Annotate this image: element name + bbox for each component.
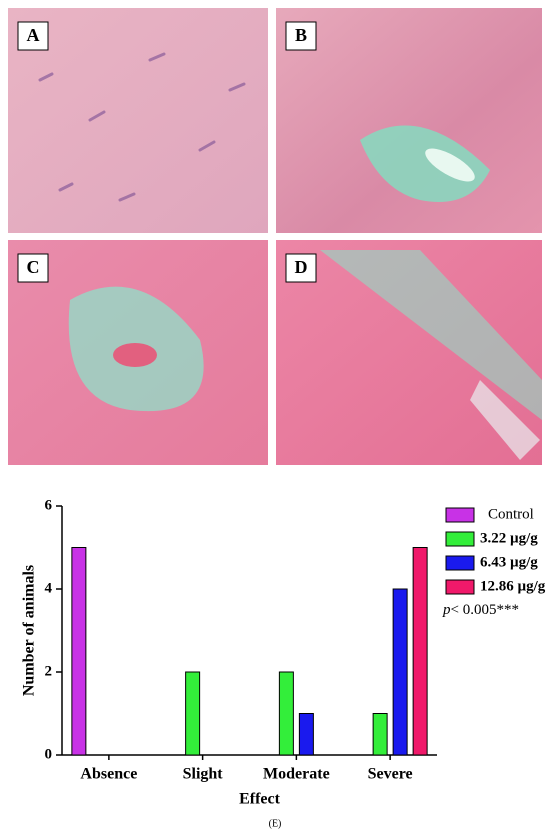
y-tick-label: 4 bbox=[45, 580, 53, 596]
panel-label-box bbox=[285, 21, 317, 51]
y-axis-title: Number of animals bbox=[21, 565, 38, 696]
annotation-value: < 0.005*** bbox=[451, 602, 519, 618]
x-tick-label: Moderate bbox=[263, 766, 330, 783]
bar bbox=[392, 588, 408, 756]
x-tick-label: Severe bbox=[368, 766, 413, 783]
panel-label: B bbox=[295, 25, 307, 45]
caption: (E) bbox=[269, 818, 282, 829]
panel-a bbox=[8, 8, 268, 233]
panel-b bbox=[276, 8, 542, 233]
panel-d bbox=[276, 240, 542, 465]
bar bbox=[298, 713, 314, 756]
panel-c bbox=[8, 240, 268, 465]
x-tick-label: Slight bbox=[183, 766, 224, 783]
y-tick-label: 6 bbox=[45, 497, 53, 513]
legend-swatch bbox=[445, 579, 475, 595]
panel-label: A bbox=[27, 25, 40, 45]
panel-label: C bbox=[27, 257, 40, 277]
panel-label: D bbox=[295, 257, 308, 277]
legend-swatch bbox=[445, 555, 475, 571]
y-tick-label: 2 bbox=[45, 663, 53, 679]
legend-label: Control bbox=[488, 506, 534, 522]
x-tick-label: Absence bbox=[80, 766, 137, 783]
bar bbox=[372, 713, 388, 756]
panel-label-box bbox=[285, 253, 317, 283]
bar bbox=[278, 671, 294, 756]
annotation-p: p bbox=[442, 602, 451, 618]
legend-swatch bbox=[445, 507, 475, 523]
x-axis-title: Effect bbox=[239, 791, 281, 808]
panel-label-box bbox=[17, 253, 49, 283]
panel-label-box bbox=[17, 21, 49, 51]
legend-label: 12.86 µg/g bbox=[480, 578, 546, 594]
legend-label: 6.43 µg/g bbox=[480, 554, 538, 570]
bar bbox=[185, 671, 201, 756]
legend-label: 3.22 µg/g bbox=[480, 530, 538, 546]
y-tick-label: 0 bbox=[45, 746, 53, 762]
legend-swatch bbox=[445, 531, 475, 547]
bar bbox=[412, 547, 428, 756]
annotation: p< 0.005*** bbox=[442, 602, 519, 618]
bar bbox=[71, 547, 87, 756]
